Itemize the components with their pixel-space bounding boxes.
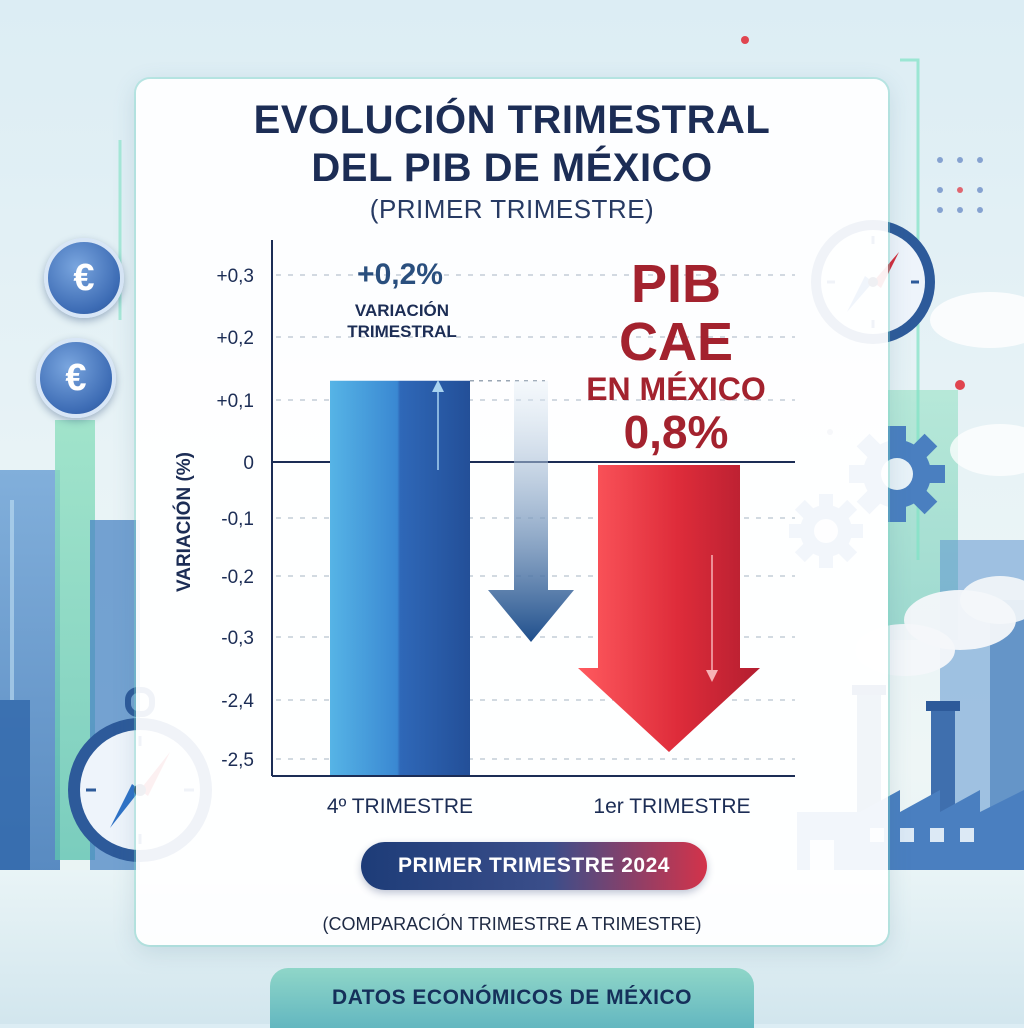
y-tick-label: 0	[243, 453, 254, 474]
y-tick-label: -0,1	[221, 509, 254, 530]
comparison-note: (COMPARACIÓN TRIMESTRE A TRIMESTRE)	[322, 914, 702, 934]
euro-coin-icon: €	[44, 238, 124, 318]
headline-line1: PIB	[631, 254, 721, 314]
period-badge: PRIMER TRIMESTRE 2024	[361, 842, 707, 890]
bar-q1-arrow-head	[706, 670, 718, 682]
headline-line2: CAE	[619, 312, 733, 372]
y-tick-label: -2,5	[221, 750, 254, 771]
chart-title-line1: EVOLUCIÓN TRIMESTRAL	[253, 98, 771, 142]
x-tick-label-q4: 4º TRIMESTRE	[327, 795, 473, 818]
chart-subtitle: (PRIMER TRIMESTRE)	[369, 194, 655, 224]
bar-q4-arrow-head	[432, 380, 444, 392]
y-tick-label: +0,3	[216, 266, 254, 287]
x-tick-label-q1: 1er TRIMESTRE	[593, 795, 750, 818]
y-tick-label: +0,1	[216, 391, 254, 412]
y-tick-label: +0,2	[216, 328, 254, 349]
bar-q4	[330, 380, 470, 776]
y-tick-label: -2,4	[221, 691, 254, 712]
chart-title-line2: DEL PIB DE MÉXICO	[311, 146, 713, 190]
y-tick-label: -0,2	[221, 567, 254, 588]
chart-card	[136, 79, 888, 945]
y-axis-label: VARIACIÓN (%)	[173, 452, 195, 592]
headline-line4: 0,8%	[624, 406, 729, 458]
bar-q1-down-arrow	[578, 465, 760, 752]
footer-banner: DATOS ECONÓMICOS DE MÉXICO	[270, 968, 754, 1028]
dot-grid	[937, 157, 983, 213]
euro-coin-icon: €	[36, 338, 116, 418]
headline-line3: EN MÉXICO	[586, 371, 766, 407]
positive-label-line2: TRIMESTRAL	[347, 322, 457, 341]
positive-value-label: +0,2%	[357, 258, 443, 291]
y-tick-label: -0,3	[221, 628, 254, 649]
transition-down-arrow	[488, 380, 574, 642]
positive-label-line1: VARIACIÓN	[355, 301, 449, 320]
